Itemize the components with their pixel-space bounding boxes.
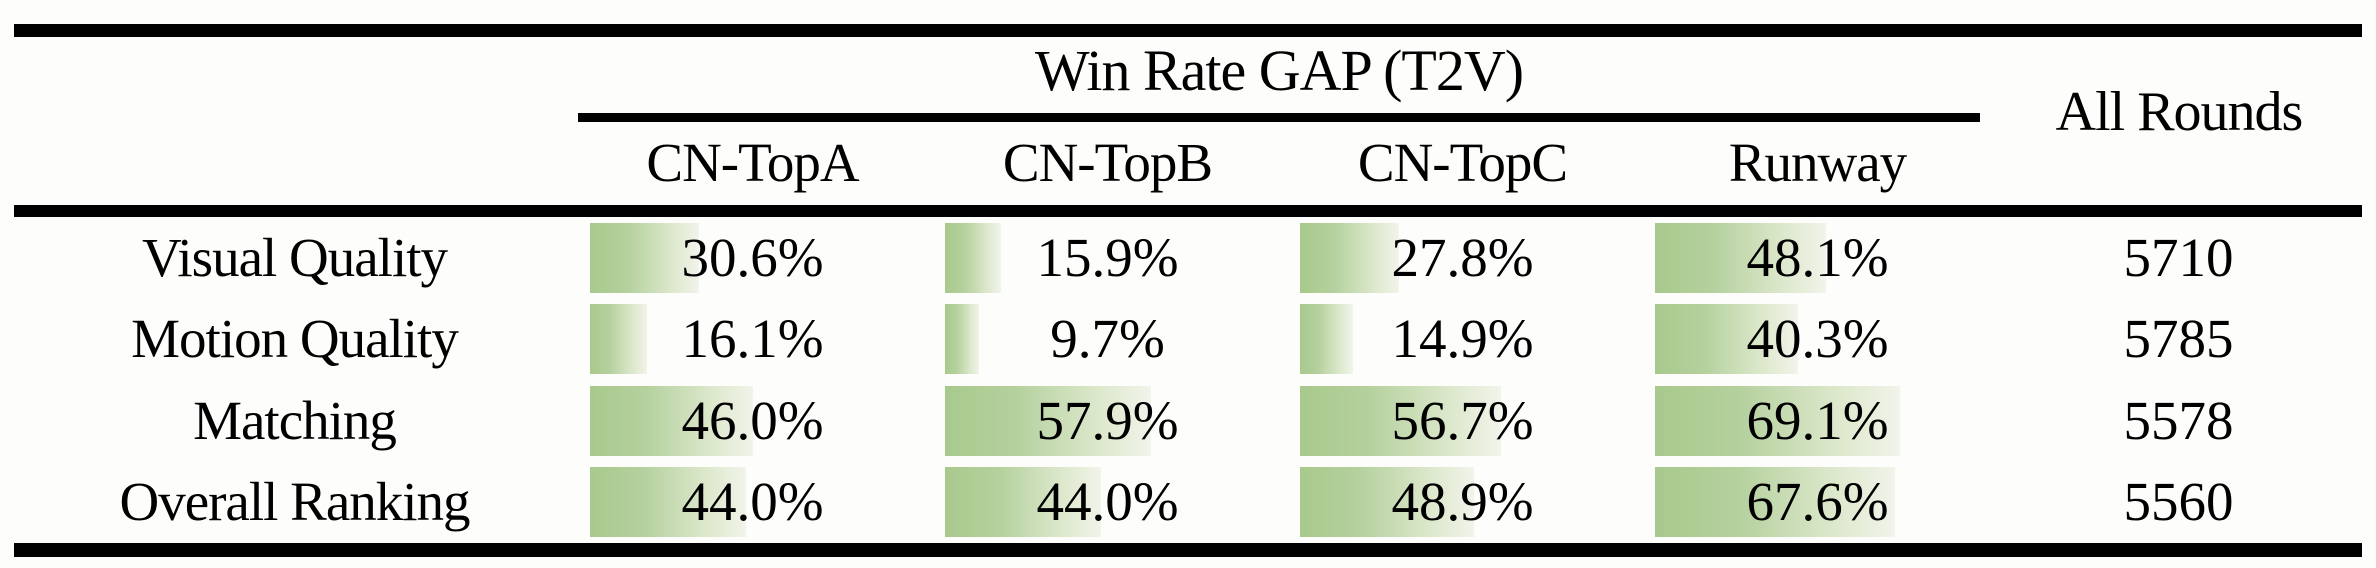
table-row-matching: Matching 46.0% 57.9% 56.7% 69.1% 5578: [14, 380, 2362, 462]
win-rate-bar: [1300, 223, 1399, 293]
win-rate-cell: 40.3%: [1640, 298, 1995, 380]
row-label: Motion Quality: [131, 308, 459, 369]
win-rate-value: 48.9%: [1391, 471, 1534, 532]
column-header-all-rounds: All Rounds: [2055, 81, 2304, 143]
win-rate-value: 30.6%: [681, 227, 824, 288]
win-rate-cell: 46.0%: [575, 380, 930, 462]
win-rate-cell: 16.1%: [575, 298, 930, 380]
header-separator-rule: [14, 205, 2362, 217]
win-rate-bar: [1655, 304, 1799, 374]
column-header-cn-topc: CN-TopC: [1357, 132, 1568, 193]
win-rate-value: 48.1%: [1746, 227, 1889, 288]
column-header-cn-topb: CN-TopB: [1002, 132, 1213, 193]
win-rate-bar: [1655, 223, 1826, 293]
win-rate-bar: [1300, 386, 1502, 456]
win-rate-value: 27.8%: [1391, 227, 1534, 288]
win-rate-value: 14.9%: [1391, 308, 1534, 369]
win-rate-value: 44.0%: [681, 471, 824, 532]
row-label: Visual Quality: [141, 227, 448, 288]
win-rate-value: 67.6%: [1746, 471, 1889, 532]
all-rounds-value: 5710: [2123, 227, 2234, 288]
win-rate-value: 44.0%: [1036, 471, 1179, 532]
win-rate-cell: 67.6%: [1640, 461, 1995, 543]
win-rate-cell: 48.9%: [1285, 461, 1640, 543]
win-rate-cell: 14.9%: [1285, 298, 1640, 380]
table-row-motion-quality: Motion Quality 16.1% 9.7% 14.9% 40.3% 57…: [14, 298, 2362, 380]
win-rate-value: 57.9%: [1036, 390, 1179, 451]
win-rate-value: 9.7%: [1050, 308, 1165, 369]
win-rate-value: 46.0%: [681, 390, 824, 451]
all-rounds-value: 5578: [2123, 390, 2234, 451]
win-rate-value: 56.7%: [1391, 390, 1534, 451]
win-rate-cell: 15.9%: [930, 217, 1285, 299]
group-header-underline-rule: [578, 113, 1980, 122]
win-rate-bar: [945, 304, 980, 374]
win-rate-cell: 9.7%: [930, 298, 1285, 380]
win-rate-cell: 30.6%: [575, 217, 930, 299]
win-rate-bar: [945, 386, 1151, 456]
group-header-win-rate-gap: Win Rate GAP (T2V): [1034, 38, 1524, 103]
win-rate-cell: 48.1%: [1640, 217, 1995, 299]
win-rate-cell: 69.1%: [1640, 380, 1995, 462]
win-rate-bar: [590, 386, 754, 456]
column-header-row: CN-TopA CN-TopB CN-TopC Runway: [575, 122, 1995, 204]
table-row-visual-quality: Visual Quality 30.6% 15.9% 27.8% 48.1% 5…: [14, 217, 2362, 299]
table-bottom-rule: [14, 543, 2362, 557]
win-rate-cell: 44.0%: [930, 461, 1285, 543]
win-rate-value: 40.3%: [1746, 308, 1889, 369]
win-rate-bar: [1655, 386, 1901, 456]
win-rate-cell: 44.0%: [575, 461, 930, 543]
win-rate-bar: [590, 467, 747, 537]
row-label: Overall Ranking: [119, 471, 470, 532]
column-header-runway: Runway: [1728, 132, 1907, 193]
win-rate-bar: [1300, 467, 1474, 537]
win-rate-cell: 57.9%: [930, 380, 1285, 462]
table-row-overall-ranking: Overall Ranking 44.0% 44.0% 48.9% 67.6% …: [14, 461, 2362, 543]
win-rate-cell: 56.7%: [1285, 380, 1640, 462]
all-rounds-value: 5785: [2123, 308, 2234, 369]
table-top-rule: [14, 24, 2362, 37]
all-rounds-value: 5560: [2123, 471, 2234, 532]
win-rate-bar: [945, 467, 1102, 537]
win-rate-value: 69.1%: [1746, 390, 1889, 451]
win-rate-cell: 27.8%: [1285, 217, 1640, 299]
win-rate-value: 15.9%: [1036, 227, 1179, 288]
win-rate-bar: [945, 223, 1002, 293]
win-rate-bar: [1300, 304, 1353, 374]
row-label: Matching: [193, 390, 397, 451]
win-rate-bar: [590, 304, 648, 374]
column-header-cn-topa: CN-TopA: [646, 132, 859, 193]
win-rate-bar: [1655, 467, 1895, 537]
win-rate-bar: [590, 223, 699, 293]
win-rate-value: 16.1%: [681, 308, 824, 369]
